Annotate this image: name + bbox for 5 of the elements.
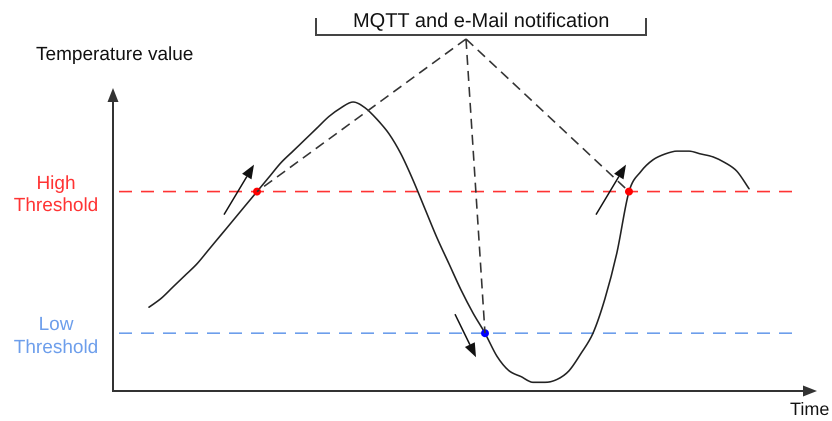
y-axis-title: Temperature value <box>36 44 194 67</box>
text: MQTT and e-Mail notification <box>353 9 610 33</box>
ref-line-label: High Threshold <box>12 172 100 218</box>
ref-line-label: Low Threshold <box>12 314 100 360</box>
x-axis-title: Time <box>790 399 830 421</box>
